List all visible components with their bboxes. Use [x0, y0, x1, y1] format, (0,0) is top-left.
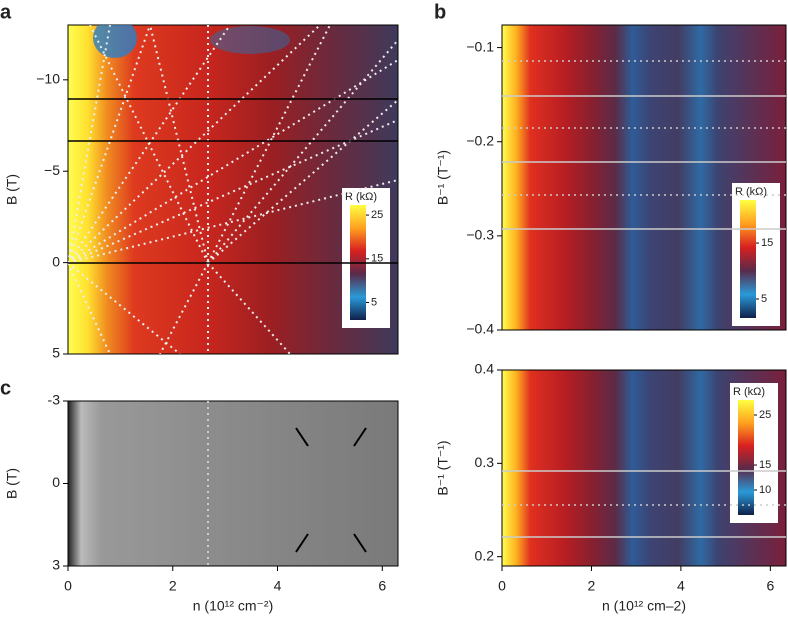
y-tick-label: −0.4 — [466, 321, 494, 337]
y-tick-label: −0.1 — [466, 38, 494, 54]
y-tick-label: 5 — [52, 345, 60, 361]
colorbar: R (kΩ) 15 5 — [732, 183, 780, 326]
colorbar-title: R (kΩ) — [733, 386, 765, 398]
colorbar-title: R (kΩ) — [735, 186, 767, 198]
y-tick-label: 0 — [52, 474, 60, 490]
x-tick-label: 2 — [588, 578, 596, 594]
axes-frame — [501, 369, 787, 567]
colorbar-tick-label: 15 — [761, 237, 773, 249]
x-tick-label: 2 — [169, 578, 177, 594]
colorbar-tick-label: 25 — [371, 209, 383, 221]
colorbar: R (kΩ) 25 15 5 — [342, 188, 390, 328]
x-tick-label: 4 — [274, 578, 282, 594]
axes-frame — [67, 24, 399, 355]
y-tick-label: −10 — [36, 71, 60, 87]
colorbar-tick-label: 10 — [759, 484, 771, 496]
x-axis-label: n (10¹² cm–2) — [602, 598, 686, 614]
colorbar-tick-label: 5 — [761, 293, 767, 305]
axes-frame — [501, 24, 787, 331]
y-axis-label: B⁻¹ (T⁻¹) — [435, 150, 451, 205]
x-tick-label: 6 — [766, 578, 774, 594]
x-axis-label: n (10¹² cm⁻²) — [193, 598, 274, 614]
y-tick-label: 0.3 — [475, 454, 495, 470]
x-tick-label: 4 — [677, 578, 685, 594]
y-tick-label: 3 — [52, 557, 60, 573]
x-tick-label: 6 — [378, 578, 386, 594]
heatmap — [68, 401, 398, 566]
panel-label: a — [0, 1, 12, 23]
colorbar-tick-label: 25 — [759, 409, 771, 421]
x-tick-label: 0 — [64, 578, 72, 594]
y-axis-label: B (T) — [4, 174, 20, 205]
y-axis-label: B (T) — [4, 468, 20, 499]
colorbar-bar — [740, 200, 756, 318]
y-tick-label: −0.3 — [466, 227, 494, 243]
panel-label: b — [434, 1, 446, 23]
colorbar-tick-label: 5 — [371, 296, 377, 308]
guide-lines — [68, 25, 398, 354]
y-axis-label: B⁻¹ (T⁻¹) — [435, 440, 451, 495]
y-tick-label: −5 — [44, 162, 60, 178]
colorbar-tick-label: 15 — [371, 253, 383, 265]
colorbar-tick-label: 15 — [759, 459, 771, 471]
y-tick-label: -3 — [48, 392, 61, 408]
field-lines — [68, 60, 786, 566]
y-tick-label: 0.2 — [475, 547, 495, 563]
y-tick-label: 0.4 — [475, 361, 495, 377]
y-tick-label: −0.2 — [466, 132, 494, 148]
y-tick-label: 0 — [52, 253, 60, 269]
colorbar-bar — [738, 400, 754, 515]
colorbar: R (kΩ) 25 15 10 — [730, 383, 778, 523]
panel-label: c — [0, 377, 11, 399]
x-tick-label: 0 — [498, 578, 506, 594]
colorbar-title: R (kΩ) — [345, 191, 377, 203]
